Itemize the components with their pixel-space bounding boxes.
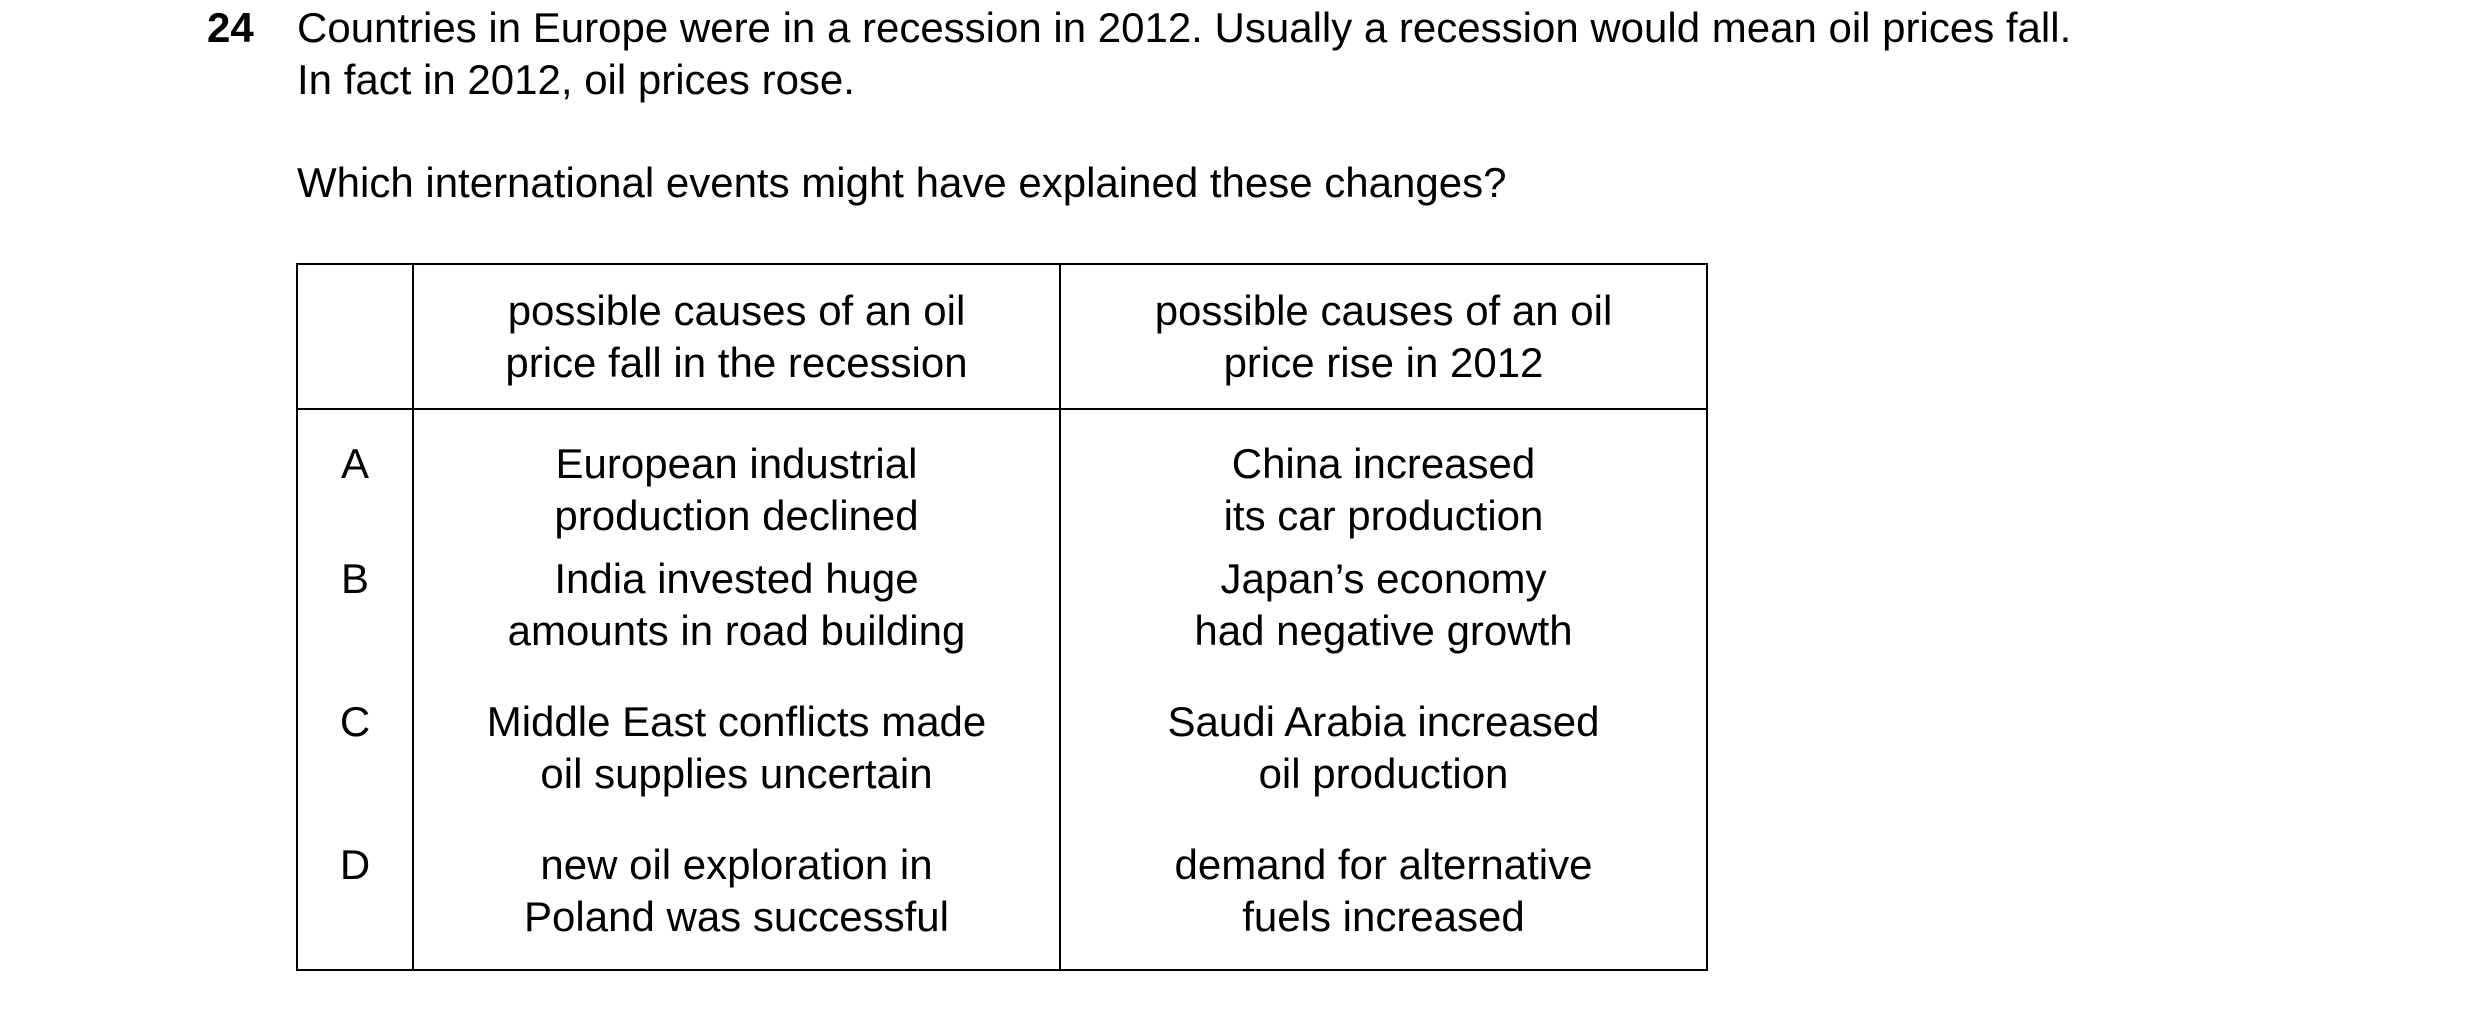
header-text: price fall in the recession bbox=[505, 338, 968, 386]
header-rise-causes: possible causes of an oil price rise in … bbox=[1059, 263, 1708, 410]
option-rise-cause: demand for alternative fuels increased bbox=[1059, 839, 1708, 971]
cell-text: European industrial bbox=[555, 440, 918, 487]
question-stem: Countries in Europe were in a recession … bbox=[297, 2, 2397, 106]
option-fall-cause: European industrial production declined bbox=[412, 409, 1061, 553]
cell-text: oil production bbox=[1258, 750, 1509, 797]
header-text: price rise in 2012 bbox=[1223, 338, 1544, 386]
table-header-row: possible causes of an oil price fall in … bbox=[296, 263, 1708, 410]
header-text: possible causes of an oil bbox=[507, 286, 966, 334]
option-letter[interactable]: C bbox=[296, 696, 414, 839]
cell-text: Saudi Arabia increased bbox=[1167, 698, 1600, 745]
cell-text: production declined bbox=[554, 492, 919, 539]
cell-text: China increased bbox=[1231, 440, 1536, 487]
cell-text: amounts in road building bbox=[507, 607, 966, 654]
option-fall-cause: Middle East conflicts made oil supplies … bbox=[412, 696, 1061, 839]
cell-text: oil supplies uncertain bbox=[540, 750, 933, 797]
question-prompt: Which international events might have ex… bbox=[297, 159, 1507, 206]
header-letter-cell bbox=[296, 263, 414, 410]
question-stem-line: Countries in Europe were in a recession … bbox=[297, 4, 2072, 51]
cell-text: had negative growth bbox=[1194, 607, 1573, 654]
cell-text: India invested huge bbox=[554, 555, 919, 602]
cell-text: Middle East conflicts made bbox=[486, 698, 987, 745]
cell-text: its car production bbox=[1223, 492, 1544, 539]
header-text: possible causes of an oil bbox=[1154, 286, 1613, 334]
cell-text: Poland was successful bbox=[524, 893, 949, 940]
cell-text: Japan’s economy bbox=[1220, 555, 1547, 602]
option-letter[interactable]: A bbox=[296, 409, 414, 553]
cell-text: fuels increased bbox=[1242, 893, 1525, 940]
option-rise-cause: China increased its car production bbox=[1059, 409, 1708, 553]
option-row-a[interactable]: A European industrial production decline… bbox=[296, 409, 1708, 553]
option-row-d[interactable]: D new oil exploration in Poland was succ… bbox=[296, 839, 1708, 971]
option-letter[interactable]: B bbox=[296, 553, 414, 696]
option-rise-cause: Saudi Arabia increased oil production bbox=[1059, 696, 1708, 839]
cell-text: new oil exploration in bbox=[540, 841, 933, 888]
question-stem-line: In fact in 2012, oil prices rose. bbox=[297, 56, 855, 103]
option-row-b[interactable]: B India invested huge amounts in road bu… bbox=[296, 553, 1708, 696]
option-fall-cause: India invested huge amounts in road buil… bbox=[412, 553, 1061, 696]
option-fall-cause: new oil exploration in Poland was succes… bbox=[412, 839, 1061, 971]
option-row-c[interactable]: C Middle East conflicts made oil supplie… bbox=[296, 696, 1708, 839]
option-letter[interactable]: D bbox=[296, 839, 414, 971]
option-rise-cause: Japan’s economy had negative growth bbox=[1059, 553, 1708, 696]
question-number: 24 bbox=[207, 4, 254, 51]
cell-text: demand for alternative bbox=[1174, 841, 1593, 888]
header-fall-causes: possible causes of an oil price fall in … bbox=[412, 263, 1061, 410]
answer-options-table: possible causes of an oil price fall in … bbox=[296, 263, 1708, 971]
